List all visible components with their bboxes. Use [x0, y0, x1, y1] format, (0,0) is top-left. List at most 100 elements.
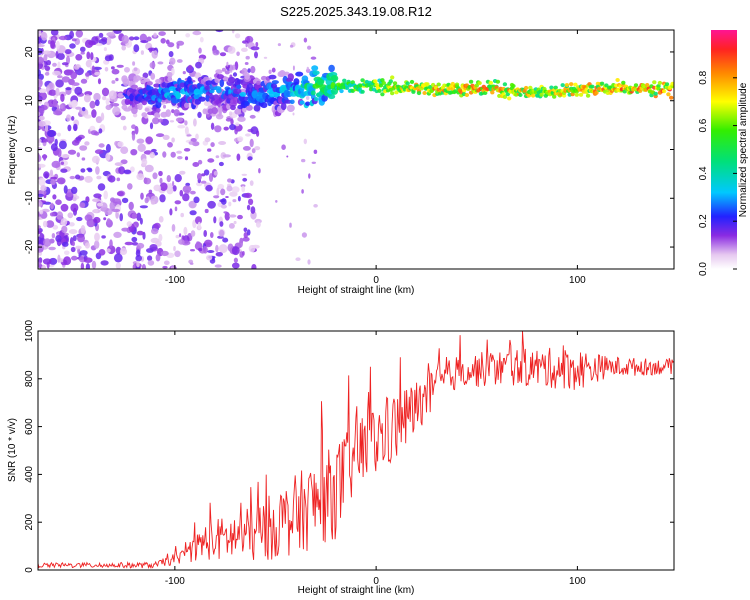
heatmap-noise-blob — [225, 118, 232, 122]
heatmap-noise-blob — [64, 250, 70, 256]
heatmap-noise-blob — [229, 111, 233, 116]
heatmap-noise-blob — [192, 30, 202, 36]
heatmap-noise-blob — [248, 244, 256, 253]
heatmap-ridge-blob — [405, 81, 410, 86]
heatmap-noise-blob — [38, 62, 43, 70]
heatmap-noise-blob — [234, 33, 241, 39]
heatmap-ridge-blob — [409, 79, 415, 84]
heatmap-noise-blob — [100, 260, 109, 266]
heatmap-noise-blob — [144, 197, 149, 204]
heatmap-noise-blob — [58, 140, 67, 150]
heatmap-ridge-blob — [569, 82, 574, 87]
heatmap-ridge-blob — [299, 100, 305, 105]
heatmap-noise-blob — [83, 257, 93, 264]
heatmap-ridge-blob — [666, 92, 671, 97]
heatmap-noise-blob — [158, 216, 164, 223]
heatmap-noise-blob — [111, 103, 120, 107]
heatmap-noise-blob — [195, 61, 202, 69]
heatmap-noise-blob — [255, 221, 261, 228]
heatmap-noise-blob — [236, 51, 240, 57]
heatmap-noise-blob — [200, 180, 207, 184]
heatmap-noise-blob — [67, 149, 77, 155]
heatmap-noise-blob — [95, 116, 103, 124]
heatmap-ridge-blob — [215, 69, 223, 74]
heatmap-noise-blob — [66, 114, 71, 122]
heatmap-noise-blob — [57, 132, 61, 137]
heatmap-noise-blob — [215, 244, 219, 253]
heatmap-noise-blob — [250, 65, 256, 74]
heatmap-noise-blob — [117, 141, 124, 148]
heatmap-noise-blob — [147, 111, 154, 116]
heatmap-noise-blob — [162, 151, 167, 158]
snr-marks — [38, 331, 674, 569]
heatmap-ridge-blob — [657, 80, 663, 85]
heatmap-noise-blob — [237, 136, 244, 142]
heatmap-ridge-blob — [328, 94, 336, 100]
heatmap-noise-blob — [230, 118, 234, 125]
heatmap-noise-blob — [205, 184, 213, 192]
heatmap-noise-blob — [311, 161, 316, 164]
heatmap-noise-blob — [121, 35, 129, 44]
heatmap-noise-blob — [98, 143, 105, 148]
heatmap-noise-blob — [93, 92, 101, 102]
heatmap-noise-blob — [308, 173, 311, 179]
heatmap-noise-blob — [203, 169, 210, 176]
heatmap-noise-blob — [70, 71, 78, 80]
heatmap-noise-blob — [131, 124, 136, 129]
heatmap-noise-blob — [207, 158, 215, 163]
heatmap-ridge-blob — [141, 100, 147, 106]
heatmap-ridge-blob — [227, 76, 236, 84]
heatmap-noise-blob — [60, 203, 69, 212]
heatmap-ridge-blob — [133, 75, 142, 82]
heatmap-noise-blob — [38, 44, 45, 48]
heatmap-noise-blob — [51, 233, 56, 239]
heatmap-noise-blob — [44, 72, 50, 76]
heatmap-ridge-blob — [179, 82, 186, 88]
heatmap-noise-blob — [116, 191, 124, 197]
heatmap-noise-blob — [136, 138, 145, 144]
heatmap-noise-blob — [115, 246, 122, 255]
heatmap-ridge-blob — [573, 82, 578, 87]
heatmap-noise-blob — [213, 195, 220, 199]
heatmap-noise-blob — [244, 62, 249, 65]
heatmap-noise-blob — [97, 78, 102, 85]
heatmap-noise-blob — [195, 216, 202, 225]
heatmap-ridge-blob — [381, 81, 386, 85]
heatmap-noise-blob — [94, 149, 104, 155]
heatmap-noise-blob — [85, 263, 90, 269]
heatmap-noise-blob — [50, 178, 56, 186]
heatmap-noise-blob — [153, 32, 158, 38]
heatmap-noise-blob — [199, 36, 204, 43]
heatmap-noise-blob — [84, 242, 90, 249]
heatmap-ridge-blob — [436, 82, 441, 87]
heatmap-noise-blob — [148, 189, 153, 194]
heatmap-ridge-blob — [122, 78, 130, 86]
heatmap-noise-blob — [71, 255, 78, 261]
heatmap-noise-blob — [52, 98, 58, 108]
heatmap-noise-blob — [219, 52, 227, 57]
heatmap-noise-blob — [151, 227, 159, 235]
heatmap-noise-blob — [57, 254, 61, 263]
heatmap-noise-blob — [140, 40, 149, 44]
heatmap-noise-blob — [185, 182, 191, 187]
heatmap-noise-blob — [48, 89, 57, 96]
heatmap-ridge-blob — [477, 81, 482, 86]
heatmap-ridge-blob — [184, 102, 189, 109]
heatmap-noise-blob — [301, 158, 306, 163]
heatmap-noise-blob — [72, 99, 78, 107]
heatmap-noise-blob — [67, 212, 74, 219]
heatmap-noise-blob — [76, 216, 83, 222]
heatmap-noise-blob — [111, 68, 120, 75]
heatmap-noise-blob — [208, 173, 214, 182]
heatmap-noise-blob — [245, 133, 251, 137]
heatmap-noise-blob — [123, 169, 132, 174]
heatmap-noise-blob — [238, 239, 243, 248]
heatmap-noise-blob — [91, 109, 97, 118]
colorbar-tick-label: 0.4 — [698, 166, 709, 180]
heatmap-noise-blob — [62, 241, 69, 247]
heatmap-noise-blob — [212, 49, 220, 56]
heatmap-noise-blob — [92, 198, 101, 202]
